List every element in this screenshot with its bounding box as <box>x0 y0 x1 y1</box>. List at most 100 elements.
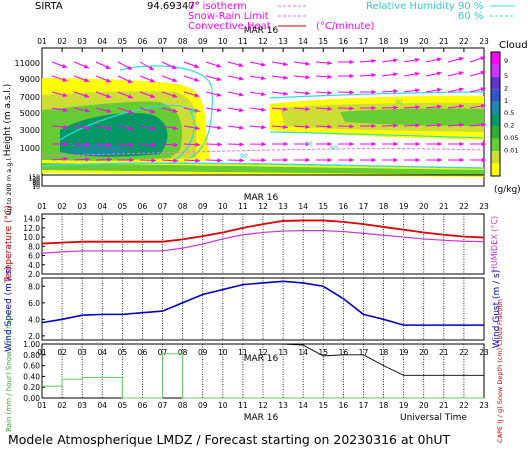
cloud-ytick-label: 10 <box>32 184 40 191</box>
hour-label-temp: 12 <box>258 202 268 211</box>
hour-label-temp: 20 <box>419 202 429 211</box>
rain-xlabel: Universal Time <box>400 413 467 423</box>
hour-label-temp: 21 <box>439 202 449 211</box>
rh-contour-label: 90 <box>395 99 403 106</box>
hour-label-bottom: 12 <box>258 401 268 410</box>
legend-rh-60: 60 % <box>458 11 483 22</box>
colorbar-segment <box>491 77 500 89</box>
hour-label-top: 18 <box>379 37 389 46</box>
cloud-ytick-label: 1000 <box>20 144 40 153</box>
hour-label-temp: 13 <box>278 202 288 211</box>
temp-ytick-label: 12.0 <box>23 224 40 233</box>
hour-label-temp: 05 <box>118 202 128 211</box>
cloud-ytick-label: 7000 <box>20 93 40 102</box>
colorbar-title: Clouds <box>499 40 528 51</box>
hour-label-top: 22 <box>459 37 469 46</box>
cloud-ytick-label: 5000 <box>20 109 40 118</box>
hour-label-temp: 15 <box>318 202 328 211</box>
hour-label-bottom: 04 <box>97 401 107 410</box>
colorbar-tick-label: 9 <box>504 57 508 65</box>
hour-label-top: 14 <box>298 37 308 46</box>
hour-label-temp: 01 <box>37 202 47 211</box>
hour-label-top: 23 <box>479 37 489 46</box>
date-label-cloud: MAR 16 <box>244 193 279 203</box>
hour-label-temp: 17 <box>359 202 369 211</box>
hour-label-bottom: 18 <box>379 401 389 410</box>
hour-label-top: 17 <box>359 37 369 46</box>
colorbar-segment <box>491 52 500 64</box>
temp-ytick-label: 6.0 <box>28 252 40 261</box>
date-label-bottom: MAR 16 <box>244 413 279 423</box>
legend-rh-label: Relative Humidity <box>366 1 455 12</box>
hour-label-temp: 18 <box>379 202 389 211</box>
hour-label-top: 12 <box>258 37 268 46</box>
hour-label-bottom: 17 <box>359 401 369 410</box>
wind-ytick-label: 6.0 <box>28 299 40 308</box>
hour-label-temp: 11 <box>238 202 248 211</box>
colorbar-tick-label: 0.01 <box>504 146 518 154</box>
rain-ylabel: Rain (mm / hour) Snow (cm / hour) <box>5 310 13 432</box>
hour-label-top: 02 <box>57 37 67 46</box>
cloud-ylabel: Height (m a.s.l.) <box>3 84 13 157</box>
colorbar-segment <box>491 89 500 101</box>
hour-label-bottom: 09 <box>198 401 208 410</box>
hour-label-bottom: 02 <box>57 401 67 410</box>
hour-label-temp: 06 <box>138 202 148 211</box>
hour-label-top: 09 <box>198 37 208 46</box>
colorbar-segment <box>491 126 500 138</box>
colorbar-tick-label: 1 <box>504 97 508 105</box>
temp-ytick-label: 4.0 <box>28 261 40 270</box>
date-label-top: MAR 16 <box>244 26 279 36</box>
hour-label-temp: 09 <box>198 202 208 211</box>
rain-ytick-label: 1.00 <box>23 340 40 349</box>
hour-label-temp: 10 <box>218 202 228 211</box>
hour-label-temp: 14 <box>298 202 308 211</box>
rain-ytick-label: 0.60 <box>23 362 40 371</box>
colorbar-segment <box>491 64 500 76</box>
hour-label-top: 15 <box>318 37 328 46</box>
hour-label-bottom: 16 <box>339 401 349 410</box>
hour-label-top: 19 <box>399 37 409 46</box>
colorbar-tick-label: 0.2 <box>504 122 514 130</box>
temp-ytick-label: 8.0 <box>28 242 40 251</box>
hour-label-top: 07 <box>158 37 168 46</box>
hour-label-temp: 22 <box>459 202 469 211</box>
hour-label-top: 06 <box>138 37 148 46</box>
hour-label-bottom: 06 <box>138 401 148 410</box>
hour-label-temp: 03 <box>77 202 87 211</box>
rh-contour-label: 60 <box>330 145 338 152</box>
hour-label-bottom: 21 <box>439 401 449 410</box>
hour-label-top: 04 <box>97 37 107 46</box>
hour-label-top: 05 <box>118 37 128 46</box>
colorbar-segment <box>491 164 500 176</box>
hour-label-top: 20 <box>419 37 429 46</box>
cloud-ytick-label: 11000 <box>15 59 40 68</box>
rain-ytick-label: 0.80 <box>23 351 40 360</box>
wind-ytick-label: 8.0 <box>28 282 40 291</box>
site-name: SIRTA <box>35 1 63 12</box>
hour-label-temp: 19 <box>399 202 409 211</box>
temp-ytick-label: 14.0 <box>23 215 40 224</box>
cloud-ytick-label: 3000 <box>20 126 40 135</box>
colorbar-unit: (g/kg) <box>494 185 521 195</box>
cloud-ytick-label: 9000 <box>20 75 40 84</box>
hour-label-top: 03 <box>77 37 87 46</box>
hour-label-bottom: 10 <box>218 401 228 410</box>
hour-label-bottom: 03 <box>77 401 87 410</box>
rain-ylabel-right: CAPE (J / g) Snow Depth (cm) Cloud Fract… <box>496 299 504 443</box>
temp-ytick-label: 10.0 <box>23 233 40 242</box>
rain-ytick-label: 0.20 <box>23 383 40 392</box>
rh-contour-label: 90 <box>240 153 248 160</box>
colorbar-segment <box>491 151 500 163</box>
colorbar-segment <box>491 114 500 126</box>
hour-label-top: 01 <box>37 37 47 46</box>
hour-label-top: 16 <box>339 37 349 46</box>
temp-ytick-label: 2.0 <box>28 270 40 279</box>
hour-label-temp: 23 <box>479 202 489 211</box>
hour-label-temp: 04 <box>97 202 107 211</box>
humidex-ylabel: HUMIDEX (°C) <box>490 216 499 272</box>
date-label-rain: MAR 16 <box>244 354 279 364</box>
colorbar-tick-label: 0.5 <box>504 109 514 117</box>
